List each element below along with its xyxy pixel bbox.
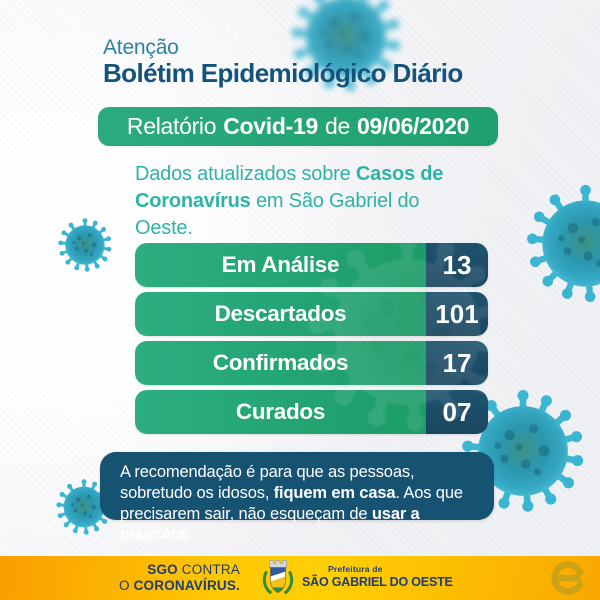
recommendation-text: A recomendação é para que as pessoas, so… (120, 463, 415, 502)
agency-e-logo-icon (551, 561, 585, 595)
intro-text-end: em São Gabriel do Oeste. (135, 189, 420, 239)
campaign-contra: CONTRA (177, 562, 240, 577)
stats-list: Em Análise 13 Descartados 101 Confirmado… (135, 243, 488, 439)
stat-label: Curados (135, 390, 426, 434)
stat-label: Descartados (135, 292, 426, 336)
report-date: 09/06/2020 (356, 113, 470, 139)
prefeitura-label: Prefeitura de (328, 564, 383, 574)
campaign-coronavirus: CORONAVÍRUS. (133, 578, 240, 594)
stat-label: Em Análise (135, 243, 426, 287)
intro-text-bold: Casos de Coronavírus (135, 163, 444, 212)
recommendation-text: . (185, 525, 191, 544)
stat-value: 17 (426, 341, 488, 385)
stat-row-curados: Curados 07 (135, 390, 488, 434)
municipality-name: SÃO GABRIEL DO OESTE (302, 574, 453, 589)
stat-row-confirmados: Confirmados 17 (135, 341, 488, 385)
recommendation-bold-mask: usar a máscara (120, 504, 420, 544)
campaign-sgo: SGO (147, 562, 178, 577)
coat-of-arms-icon (262, 560, 294, 595)
stat-value: 101 (426, 292, 488, 336)
report-disease: Covid-19 (223, 113, 318, 139)
stat-value: 07 (426, 390, 488, 434)
recommendation-bold-stay-home: fiquem em casa (273, 483, 396, 502)
intro-paragraph: Dados atualizados sobre Casos de Coronav… (135, 161, 457, 241)
stat-row-descartados: Descartados 101 (135, 292, 488, 336)
report-label: Relatório (126, 113, 217, 139)
recommendation-panel: A recomendação é para que as pessoas, so… (100, 452, 494, 543)
stat-row-em-analise: Em Análise 13 (135, 243, 488, 287)
footer-bar: SGO CONTRA O CORONAVÍRUS. Prefeitura de … (0, 556, 600, 600)
stat-label: Confirmados (135, 341, 426, 385)
municipality-block: Prefeitura de SÃO GABRIEL DO OESTE (302, 564, 453, 589)
attention-kicker: Atenção (103, 36, 179, 59)
campaign-o: O (118, 578, 134, 594)
campaign-slogan: SGO CONTRA O CORONAVÍRUS. (40, 562, 240, 595)
report-date-banner: Relatório Covid-19 de 09/06/2020 (98, 107, 498, 146)
intro-text-start: Dados atualizados sobre (135, 163, 356, 185)
recommendation-text: . Aos que precisarem sair, não esqueçam … (120, 483, 463, 523)
stat-value: 13 (426, 243, 488, 287)
page-title: Bolétim Epidemiológico Diário (103, 58, 463, 88)
report-connector: de (324, 113, 350, 139)
